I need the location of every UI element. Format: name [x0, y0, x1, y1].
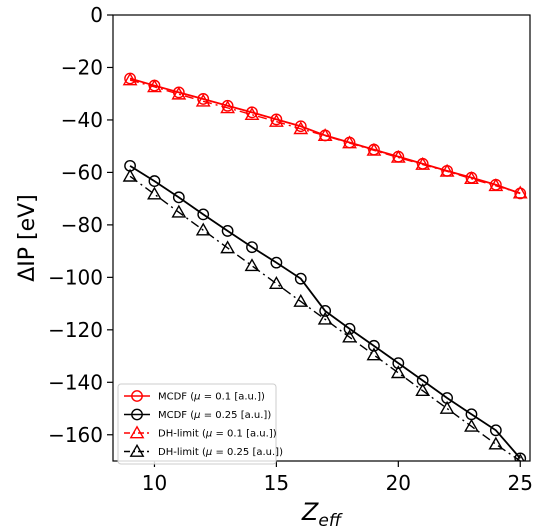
series-2	[124, 159, 527, 461]
series-line	[129, 77, 521, 195]
legend-entry: DH-limit (μ = 0.25 [a.u.])	[124, 443, 283, 458]
y-tick-label: −20	[61, 55, 103, 79]
data-point	[317, 128, 333, 142]
data-point	[512, 185, 528, 199]
data-point	[195, 222, 211, 236]
y-tick-label: −160	[48, 423, 103, 447]
legend: MCDF (μ = 0.1 [a.u.]) MCDF (μ = 0.25 [a.u…	[117, 383, 283, 465]
data-point	[488, 178, 504, 192]
data-point	[172, 191, 185, 204]
data-point	[317, 311, 333, 325]
series-line	[129, 165, 521, 459]
series-4	[122, 168, 525, 461]
data-point	[147, 79, 162, 93]
data-point	[195, 93, 211, 107]
data-point	[148, 175, 161, 187]
data-point	[294, 272, 307, 285]
data-point	[415, 383, 431, 397]
data-point	[342, 135, 357, 149]
data-point	[415, 156, 431, 170]
y-tick-label: −40	[61, 108, 103, 132]
data-point	[439, 163, 455, 177]
series-line	[129, 175, 521, 461]
data-point	[392, 357, 405, 370]
data-point	[293, 121, 309, 135]
legend-label: MCDF (μ = 0.1 [a.u.])	[158, 392, 265, 403]
legend-label: DH-limit (μ = 0.1 [a.u.])	[158, 429, 277, 440]
data-point	[147, 186, 162, 200]
data-point	[171, 204, 187, 218]
data-point	[221, 225, 234, 237]
y-tick-label: 0	[90, 3, 103, 27]
data-point	[366, 142, 382, 156]
data-point	[390, 365, 406, 379]
data-point	[246, 241, 258, 254]
data-point	[514, 452, 527, 461]
data-point	[342, 329, 357, 343]
data-point	[368, 339, 380, 352]
legend-marker	[131, 408, 143, 421]
y-tick-label: −60	[61, 160, 103, 184]
x-tick-label: 10	[142, 471, 167, 495]
legend-label: DH-limit (μ = 0.25 [a.u.])	[158, 447, 283, 458]
x-axis-label-main: Z	[301, 498, 319, 526]
data-point	[197, 208, 210, 221]
series-1	[124, 72, 527, 200]
x-axis-label: Zeff	[301, 498, 343, 529]
x-tick-label: 25	[508, 471, 533, 495]
data-point	[293, 293, 309, 307]
plot-area	[122, 72, 528, 461]
y-tick-label: −120	[48, 318, 103, 342]
data-point	[319, 305, 332, 317]
data-point	[464, 418, 479, 432]
x-tick-label: 20	[386, 471, 411, 495]
data-point	[464, 171, 479, 185]
data-point	[270, 256, 283, 269]
data-point	[488, 436, 504, 450]
data-point	[489, 424, 502, 437]
data-point	[171, 86, 187, 100]
data-point	[366, 347, 382, 361]
data-point	[220, 240, 236, 254]
legend-box	[117, 383, 277, 465]
y-axis-label: ΔIP [eV]	[15, 194, 40, 282]
data-point	[343, 322, 356, 335]
tick-layer: 10 15 20 25 0 −20 −40 −60 −80 −100 −120 −140 −160	[48, 3, 533, 495]
series-3	[122, 72, 528, 199]
legend-entry: MCDF (μ = 0.1 [a.u.])	[124, 390, 265, 403]
data-point	[268, 113, 284, 127]
legend-label: MCDF (μ = 0.25 [a.u.])	[158, 410, 271, 421]
legend-entry: DH-limit (μ = 0.1 [a.u.])	[124, 425, 277, 440]
data-point	[220, 100, 236, 114]
axes-frame	[112, 14, 531, 462]
legend-marker	[131, 390, 143, 402]
data-point	[294, 120, 307, 133]
legend-marker	[129, 443, 145, 457]
data-point	[122, 168, 138, 182]
data-point	[244, 258, 260, 272]
data-point	[390, 149, 406, 163]
data-point	[268, 276, 284, 289]
y-tick-label: −100	[48, 265, 103, 289]
data-point	[515, 453, 525, 461]
legend-entry: MCDF (μ = 0.25 [a.u.])	[124, 408, 271, 421]
data-point	[122, 72, 138, 86]
legend-marker	[129, 425, 145, 439]
y-tick-label: −80	[61, 213, 103, 237]
data-point	[439, 400, 455, 414]
series-line	[129, 79, 521, 194]
x-tick-label: 15	[264, 471, 289, 495]
y-tick-label: −140	[48, 370, 103, 394]
data-point	[244, 107, 260, 121]
x-axis-label-sub: eff	[318, 511, 342, 529]
